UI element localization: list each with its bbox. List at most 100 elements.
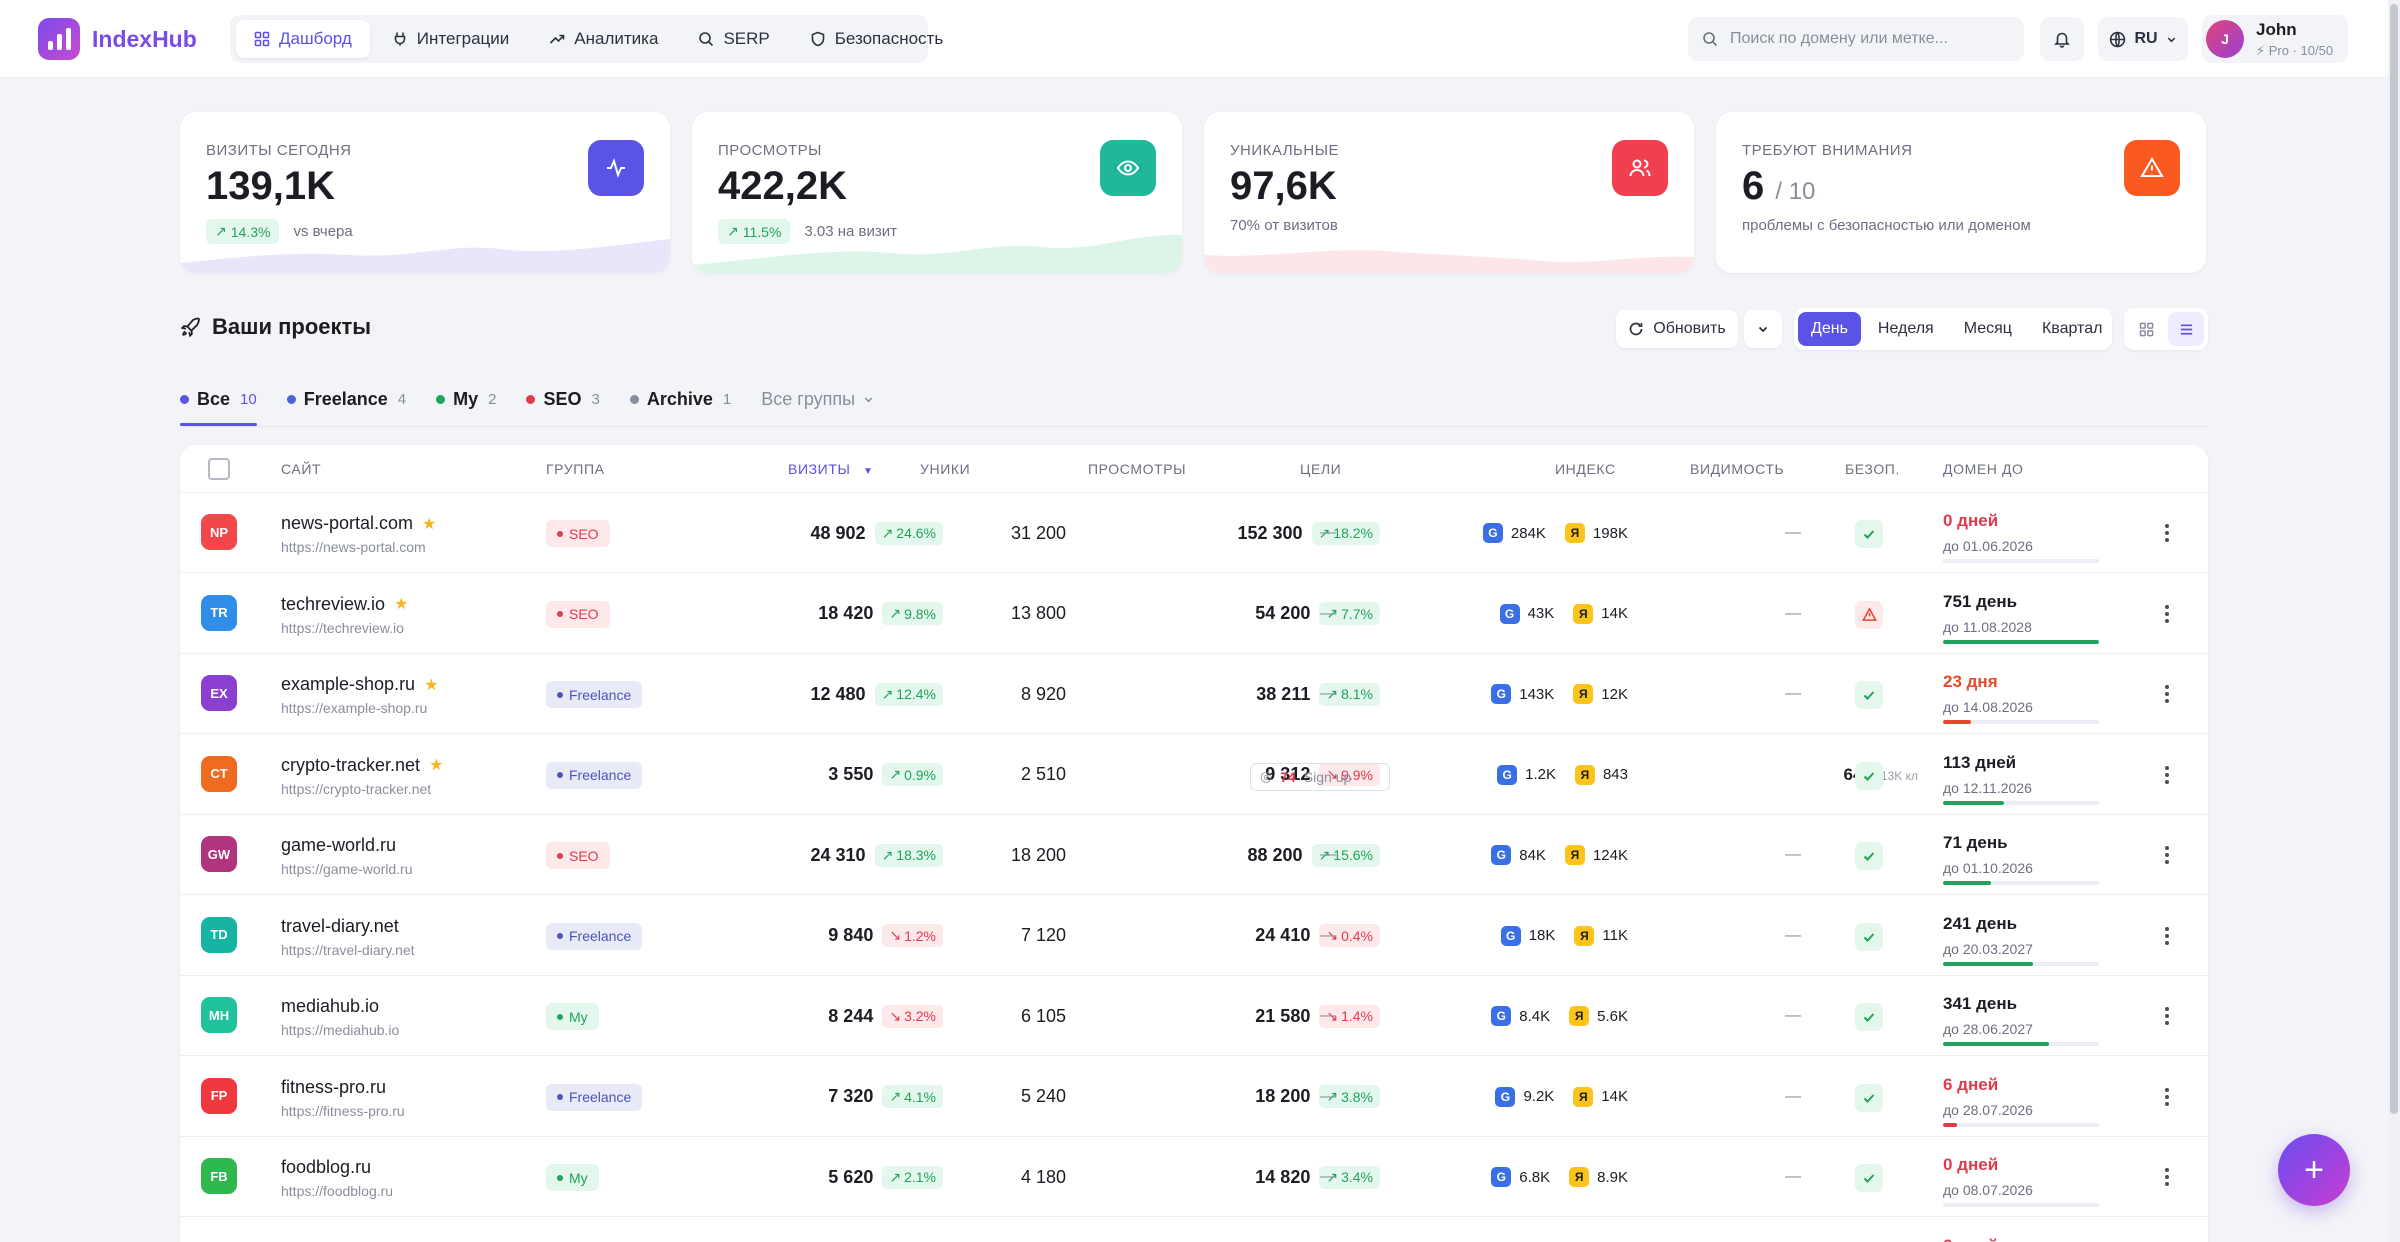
security-warning-icon[interactable] (1855, 600, 1883, 629)
site-url[interactable]: https://techreview.io (281, 619, 404, 636)
visits-cell: 5 620 ↗ 2.1% (725, 1137, 943, 1217)
nav-serp[interactable]: SERP (680, 20, 787, 58)
nav-integrations-label: Интеграции (416, 29, 510, 48)
site-name[interactable]: example-shop.ru ★ (281, 674, 438, 695)
security-ok-icon[interactable] (1855, 922, 1883, 951)
table-row[interactable]: TR techreview.io ★ https://techreview.io SEO… (180, 574, 2208, 654)
goals-value: — (1320, 604, 1336, 622)
security-ok-icon[interactable] (1855, 842, 1883, 870)
site-name[interactable]: fitness-pro.ru (281, 1077, 386, 1098)
stat-value: 139,1K (206, 164, 335, 208)
domain-days-left: 751 день (1943, 591, 2018, 611)
site-name[interactable]: techreview.io ★ (281, 594, 408, 615)
col-security[interactable]: БЕЗОП. (1845, 461, 1900, 477)
site-url[interactable]: https://game-world.ru (281, 861, 413, 877)
user-menu[interactable]: J John ⚡ Pro · 10/50 (2202, 15, 2348, 63)
star-icon[interactable]: ★ (394, 596, 409, 613)
col-visibility[interactable]: ВИДИМОСТЬ (1690, 461, 1785, 477)
table-row[interactable]: FB foodblog.ru https://foodblog.ru My 5 620 ↗… (180, 1137, 2208, 1217)
notifications-button[interactable] (2040, 17, 2084, 61)
row-menu-button[interactable] (2162, 1165, 2172, 1189)
security-ok-icon[interactable] (1855, 1083, 1883, 1112)
table-row[interactable]: GW game-world.ru https://game-world.ru SEO 2… (180, 815, 2208, 895)
star-icon[interactable]: ★ (424, 676, 439, 694)
site-name[interactable]: mediahub.io (281, 996, 379, 1017)
row-menu-button[interactable] (2162, 1004, 2172, 1028)
period-quarter[interactable]: Квартал (2041, 320, 2103, 337)
table-row[interactable]: MH mediahub.io https://mediahub.io My 8 244 ↘… (180, 976, 2208, 1056)
tab-all[interactable]: Все 10 (180, 384, 257, 426)
site-url[interactable]: https://news-portal.com (281, 539, 426, 555)
col-group[interactable]: ГРУППА (546, 461, 605, 477)
table-row[interactable]: 0 дней (180, 1218, 2208, 1242)
col-index[interactable]: ИНДЕКС (1555, 461, 1616, 477)
row-menu-button[interactable] (2162, 602, 2172, 626)
row-menu-button[interactable] (2162, 843, 2172, 867)
site-name[interactable]: crypto-tracker.net ★ (281, 755, 443, 776)
security-ok-icon[interactable] (1855, 681, 1883, 709)
period-week[interactable]: Неделя (1877, 320, 1934, 337)
site-name[interactable]: news-portal.com ★ (281, 513, 436, 534)
security-ok-icon[interactable] (1855, 761, 1883, 790)
nav-integrations[interactable]: Интеграции (374, 20, 528, 58)
site-name[interactable]: travel-diary.net (281, 916, 399, 937)
security-ok-icon[interactable] (1855, 520, 1883, 548)
logo[interactable]: IndexHub (38, 18, 197, 60)
table-row[interactable]: CT crypto-tracker.net ★ https://crypto-trac… (180, 735, 2208, 815)
site-url[interactable]: https://mediahub.io (281, 1022, 400, 1038)
page-scrollbar[interactable] (2388, 0, 2400, 1242)
refresh-button[interactable]: Обновить (1616, 310, 1738, 348)
col-site[interactable]: САЙТ (281, 461, 322, 477)
visits-delta: ↗ 18.3% (874, 843, 943, 867)
select-all-checkbox[interactable] (208, 458, 230, 480)
tab-freelance[interactable]: Freelance 4 (286, 384, 406, 414)
star-icon[interactable]: ★ (429, 757, 444, 774)
goals-value: — (1320, 846, 1336, 863)
row-menu-button[interactable] (2162, 682, 2172, 706)
nav-dashboard[interactable]: Дашборд (236, 20, 370, 58)
tab-seo[interactable]: SEO 3 (526, 384, 600, 414)
row-menu-button[interactable] (2162, 924, 2172, 948)
nav-analytics[interactable]: Аналитика (531, 20, 676, 58)
views-sparkline (692, 234, 1182, 273)
site-url[interactable]: https://fitness-pro.ru (281, 1102, 405, 1119)
col-unique[interactable]: УНИКИ (920, 461, 971, 477)
table-row[interactable]: FP fitness-pro.ru https://fitness-pro.ru Fr… (180, 1057, 2208, 1137)
search-input[interactable] (1730, 30, 2010, 48)
scrollbar-thumb[interactable] (2390, 4, 2398, 1114)
site-name[interactable]: game-world.ru (281, 835, 396, 856)
col-domain[interactable]: ДОМЕН ДО (1943, 461, 2024, 477)
table-row[interactable]: TD travel-diary.net https://travel-diary.n… (180, 896, 2208, 976)
site-avatar: TD (201, 916, 237, 953)
add-project-button[interactable]: + (2278, 1134, 2350, 1206)
star-icon[interactable]: ★ (422, 515, 437, 533)
refresh-options-button[interactable] (1744, 310, 1782, 348)
site-url[interactable]: https://example-shop.ru (281, 700, 428, 716)
col-goals[interactable]: ЦЕЛИ (1300, 461, 1342, 477)
list-view-button[interactable] (2168, 312, 2204, 346)
goal-selector[interactable]: ◎ 74 Sign up ⌄ (1250, 762, 1390, 791)
site-url[interactable]: https://travel-diary.net (281, 941, 415, 958)
security-ok-icon[interactable] (1855, 1003, 1883, 1031)
site-url[interactable]: https://foodblog.ru (281, 1183, 394, 1199)
tab-my[interactable]: My 2 (436, 384, 496, 414)
grid-view-button[interactable] (2128, 312, 2164, 346)
table-row[interactable]: EX example-shop.ru ★ https://example-shop.r… (180, 654, 2208, 734)
col-visits[interactable]: ВИЗИТЫ ▼ (788, 461, 873, 477)
row-menu-button[interactable] (2162, 521, 2172, 545)
site-name[interactable]: foodblog.ru (281, 1157, 371, 1178)
nav-security[interactable]: Безопасность (792, 20, 961, 58)
all-groups-dropdown[interactable]: Все группы (761, 384, 874, 414)
yandex-index: Я 14K (1573, 1086, 1628, 1107)
group-dot (557, 691, 563, 698)
col-views[interactable]: ПРОСМОТРЫ (1088, 461, 1187, 477)
security-ok-icon[interactable] (1855, 1164, 1883, 1192)
site-url[interactable]: https://crypto-tracker.net (281, 780, 432, 797)
tab-archive[interactable]: Archive 1 (629, 384, 731, 414)
table-row[interactable]: NP news-portal.com ★ https://news-portal.co… (180, 493, 2208, 573)
period-day[interactable]: День (1798, 312, 1861, 346)
row-menu-button[interactable] (2162, 763, 2172, 787)
language-selector[interactable]: RU (2098, 17, 2188, 61)
row-menu-button[interactable] (2162, 1085, 2172, 1109)
period-month[interactable]: Месяц (1963, 320, 2012, 337)
